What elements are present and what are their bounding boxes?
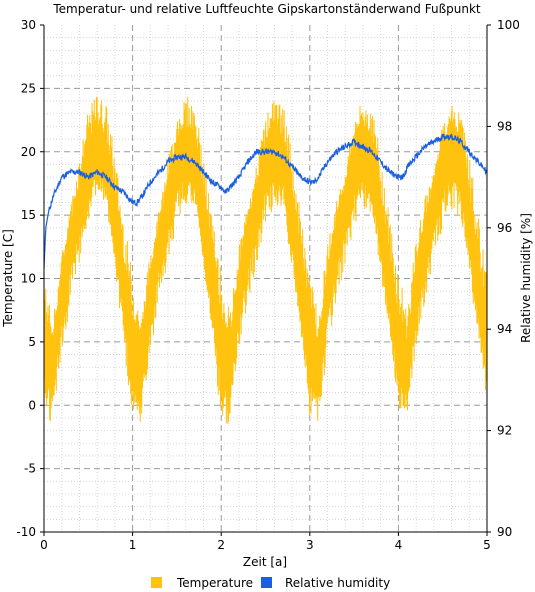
y-tick-right-label: 98	[497, 119, 512, 133]
x-tick-label: 5	[483, 538, 491, 552]
legend: Temperature Relative humidity	[151, 576, 390, 590]
y-tick-right-label: 94	[497, 322, 512, 336]
y-tick-left-label: 15	[21, 208, 36, 222]
y-axis-left-label: Temperature [C]	[1, 229, 15, 328]
y-axis-left-ticks: -10 -5 0 5 10 15 20 25 30	[16, 18, 44, 539]
relative-humidity-line	[43, 133, 488, 269]
x-tick-label: 4	[395, 538, 403, 552]
y-tick-left-label: -5	[24, 462, 36, 476]
x-tick-label: 2	[217, 538, 225, 552]
x-tick-label: 3	[306, 538, 314, 552]
y-axis-right-ticks: 90 92 94 96 98 100	[487, 18, 520, 539]
y-tick-right-label: 90	[497, 525, 512, 539]
legend-swatch-temperature	[151, 577, 162, 588]
y-tick-left-label: 30	[21, 18, 36, 32]
y-tick-left-label: -10	[16, 525, 36, 539]
y-tick-right-label: 92	[497, 424, 512, 438]
temperature-line	[43, 96, 488, 424]
y-tick-left-label: 5	[28, 335, 36, 349]
x-tick-label: 1	[129, 538, 137, 552]
minor-grid	[44, 25, 487, 532]
x-axis-ticks: 0 1 2 3 4 5	[40, 532, 491, 552]
relative-humidity-series	[43, 133, 488, 269]
x-tick-label: 0	[40, 538, 48, 552]
legend-label-temperature: Temperature	[176, 576, 253, 590]
legend-label-relative-humidity: Relative humidity	[285, 576, 390, 590]
legend-swatch-relative-humidity	[261, 577, 272, 588]
y-tick-left-label: 0	[28, 398, 36, 412]
y-tick-left-label: 10	[21, 272, 36, 286]
y-tick-left-label: 25	[21, 81, 36, 95]
y-tick-left-label: 20	[21, 145, 36, 159]
y-axis-right-label: Relative humidity [%]	[519, 213, 533, 343]
x-axis-label: Zeit [a]	[243, 555, 287, 569]
chart-title: Temperatur- und relative Luftfeuchte Gip…	[52, 2, 481, 16]
y-tick-right-label: 100	[497, 18, 520, 32]
y-tick-right-label: 96	[497, 221, 512, 235]
temperature-series	[43, 96, 488, 424]
